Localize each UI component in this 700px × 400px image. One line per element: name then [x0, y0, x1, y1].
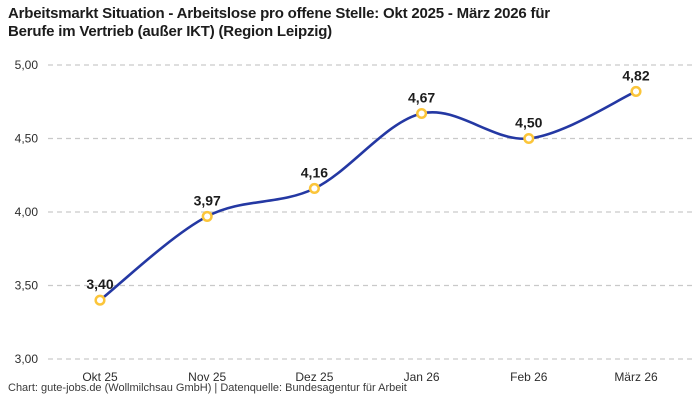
x-tick-label: Feb 26 [510, 370, 548, 384]
chart-title-line2: Berufe im Vertrieb (außer IKT) (Region L… [8, 23, 332, 40]
x-tick-label: Okt 25 [82, 370, 118, 384]
x-tick-label: März 26 [614, 370, 658, 384]
data-point-marker [94, 294, 106, 306]
y-tick-label: 4,50 [15, 132, 39, 146]
data-point-marker [201, 210, 213, 222]
data-point-label: 4,82 [622, 67, 649, 83]
data-point-label: 3,97 [194, 192, 221, 208]
x-tick-label: Jan 26 [404, 370, 440, 384]
x-tick-label: Dez 25 [295, 370, 333, 384]
x-tick-label: Nov 25 [188, 370, 226, 384]
y-tick-label: 3,00 [15, 352, 39, 366]
y-tick-label: 5,00 [15, 58, 39, 72]
data-point-marker [523, 132, 535, 145]
data-point-label: 4,16 [301, 164, 328, 180]
data-line [98, 90, 638, 302]
chart-title-line1: Arbeitsmarkt Situation - Arbeitslose pro… [8, 5, 550, 22]
data-point-marker [308, 182, 320, 195]
data-point-label: 4,50 [515, 115, 542, 131]
data-point-marker [630, 85, 642, 98]
chart-title: Arbeitsmarkt Situation - Arbeitslose pro… [8, 5, 688, 41]
line-chart: 3,00 3,50 4,00 4,50 5,00 Okt 25 Nov 25 Dez 25 Ja… [15, 58, 692, 384]
data-point-marker [416, 107, 428, 120]
data-point-label: 4,67 [408, 90, 435, 106]
y-tick-label: 4,00 [15, 205, 39, 219]
chart-source-caption: Chart: gute-jobs.de (Wollmilchsau GmbH) … [8, 382, 407, 394]
data-point-label: 3,40 [86, 276, 113, 292]
y-tick-label: 3,50 [15, 279, 39, 293]
